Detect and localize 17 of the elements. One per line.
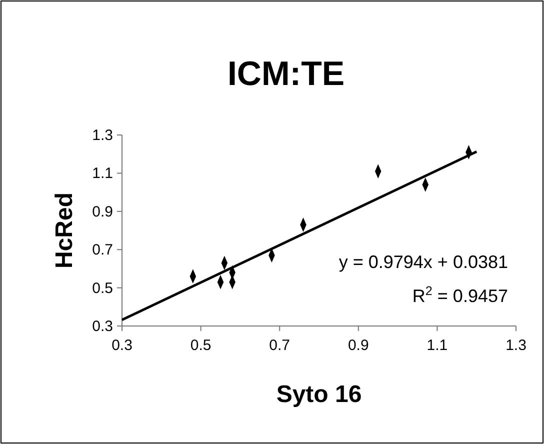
chart-title: ICM:TE [227, 55, 345, 93]
x-tick-label: 0.9 [348, 337, 369, 354]
annotation: y = 0.9794x + 0.0381 [338, 252, 508, 272]
y-tick-label: 1.1 [92, 165, 113, 182]
y-tick-label: 0.9 [92, 203, 113, 220]
x-tick-label: 1.1 [426, 337, 448, 354]
y-tick-label: 0.5 [92, 280, 113, 297]
x-axis-title: Syto 16 [276, 381, 362, 408]
y-tick-label: 1.3 [92, 127, 113, 144]
y-axis-title: HcRed [51, 192, 78, 269]
x-tick-label: 0.7 [269, 337, 290, 354]
y-tick-label: 0.3 [92, 318, 113, 335]
y-tick-label: 0.7 [92, 242, 113, 259]
x-tick-label: 0.5 [190, 337, 212, 354]
x-tick-label: 0.3 [112, 337, 132, 354]
x-tick-label: 1.3 [506, 337, 526, 354]
annotation: R$^{2}$ = 0.9457 [412, 284, 508, 306]
